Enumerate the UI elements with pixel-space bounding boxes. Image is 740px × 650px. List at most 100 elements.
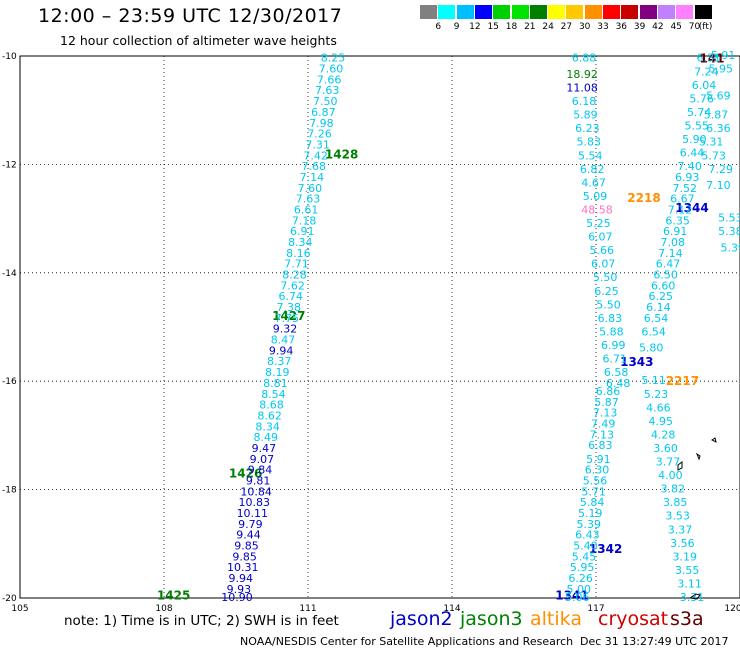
swh-reading: 6.61	[294, 203, 319, 216]
swh-reading: 5.00	[566, 583, 591, 596]
swh-reading: 9.07	[250, 453, 275, 466]
footer-credit: NOAA/NESDIS Center for Satellite Applica…	[240, 635, 574, 648]
pass-number-label: 1428	[325, 148, 358, 162]
swh-reading: 7.49	[591, 418, 616, 431]
swh-reading: 7.24	[694, 65, 719, 78]
swh-reading: 5.11	[641, 374, 666, 387]
swh-reading: 7.60	[298, 182, 323, 195]
latitude-tick-label: -12	[2, 160, 17, 170]
colorbar-swatch	[456, 5, 474, 19]
swh-reading: 7.10	[706, 179, 731, 192]
swh-reading: 8.28	[282, 269, 307, 282]
colorbar-label: 21	[524, 22, 536, 32]
longitude-tick-label: 117	[587, 604, 604, 614]
swh-reading: 7.13	[593, 407, 618, 420]
colorbar-swatch	[657, 5, 675, 19]
swh-reading: 7.42	[303, 149, 328, 162]
swh-reading: 5.23	[644, 388, 669, 401]
swh-reading: 7.63	[315, 84, 340, 97]
swh-reading: 5.88	[599, 325, 624, 338]
swh-reading: 6.86	[596, 385, 621, 398]
legend-jason2: jason2	[390, 608, 453, 630]
swh-reading: 6.74	[278, 290, 303, 303]
colorbar-label: 18	[505, 22, 518, 32]
swh-reading: 4.95	[649, 415, 674, 428]
swh-reading: 9.94	[269, 344, 294, 357]
swh-reading: 4.00	[658, 469, 683, 482]
swh-reading: 3.31	[680, 591, 705, 604]
island-outlines	[677, 437, 717, 600]
colorbar-label: 45	[670, 22, 682, 32]
swh-reading: 8.19	[265, 366, 290, 379]
swh-reading: 4.67	[581, 176, 606, 189]
swh-reading: 7.12	[668, 203, 693, 216]
swh-reading: 7.18	[292, 214, 317, 227]
swh-reading: 8.25	[321, 52, 346, 65]
colorbar-label: 12	[469, 22, 481, 32]
swh-reading: 9.93	[227, 583, 252, 596]
legend-s3a: s3a	[670, 608, 704, 630]
colorbar-swatch	[621, 5, 639, 19]
swh-reading: 6.91	[290, 225, 315, 238]
legend-altika: altika	[530, 608, 582, 630]
pass-number-label: 2218	[627, 191, 660, 205]
page-title: 12:00 – 23:59 UTC 12/30/2017	[38, 5, 343, 27]
swh-reading: 3.53	[665, 510, 690, 523]
swh-reading: 9.79	[238, 518, 263, 531]
swh-reading: 10.90	[221, 591, 253, 604]
swh-reading: 6.43	[575, 529, 600, 542]
colorbar-label: 6	[435, 22, 442, 32]
swh-reading: 5.95	[570, 561, 595, 574]
swh-reading: 7.14	[658, 247, 683, 260]
swh-reading: 7.14	[300, 171, 325, 184]
pass-number-label: 1342	[589, 542, 622, 556]
colorbar-label: 70	[688, 22, 701, 32]
swh-reading: 8.47	[271, 334, 296, 347]
swh-reading: 6.14	[646, 301, 671, 314]
swh-reading: 8.62	[257, 409, 282, 422]
pass-number-label: 1425	[157, 588, 190, 602]
swh-reading: 5.89	[573, 109, 598, 122]
swh-reading: 6.26	[568, 572, 593, 585]
swh-reading: 6.23	[575, 122, 600, 135]
swh-reading: 5.74	[687, 106, 712, 119]
colorbar-label: 27	[560, 22, 573, 32]
longitude-tick-label: 120	[724, 604, 740, 614]
swh-reading: 8.49	[254, 431, 279, 444]
swh-reading: 8.81	[263, 377, 288, 390]
tick-labels: 105 108 111 114 117 120 -10 -12 -14 -16 -18 -20	[2, 52, 740, 614]
swh-reading: 5.56	[583, 474, 608, 487]
swh-reading: 5.19	[578, 507, 603, 520]
swh-reading: 3.56	[670, 537, 695, 550]
legend-cryosat: cryosat	[598, 608, 669, 630]
swh-reading: 5.95	[709, 63, 734, 76]
colorbar-swatch	[584, 5, 602, 19]
colorbar-label: 33	[597, 22, 609, 32]
swh-reading: 6.50	[653, 269, 678, 282]
pass-number-label: 1344	[675, 201, 708, 215]
swh-reading: 9.44	[236, 529, 261, 542]
swh-reading: 8.16	[286, 247, 311, 260]
longitude-tick-label: 108	[155, 604, 172, 614]
colorbar-label: 42	[652, 22, 664, 32]
swh-reading: 18.92	[566, 68, 598, 81]
swh-reading: 7.71	[284, 258, 309, 271]
swh-reading: 5.80	[639, 342, 664, 355]
swh-reading: 5.90	[682, 133, 707, 146]
footer-timestamp: Dec 31 13:27:49 UTC 2017	[580, 635, 729, 648]
swh-reading: 10.84	[240, 485, 272, 498]
coastline-mark	[688, 593, 701, 600]
swh-reading: 7.38	[277, 301, 302, 314]
swh-reading: 5.31	[699, 136, 724, 149]
swh-reading: 4.66	[646, 401, 671, 414]
swh-reading: 5.83	[577, 136, 602, 149]
swh-reading: 5.06	[565, 591, 590, 604]
swh-reading: 5.09	[583, 190, 608, 203]
swh-reading: 11.08	[566, 82, 598, 95]
wave-height-readings: 8.257.607.667.637.506.877.987.267.317.42…	[221, 49, 740, 604]
swh-reading: 48.58	[581, 203, 613, 216]
swh-reading: 3.55	[675, 564, 700, 577]
swh-reading: 8.34	[288, 236, 313, 249]
swh-reading: 7.26	[307, 128, 332, 141]
